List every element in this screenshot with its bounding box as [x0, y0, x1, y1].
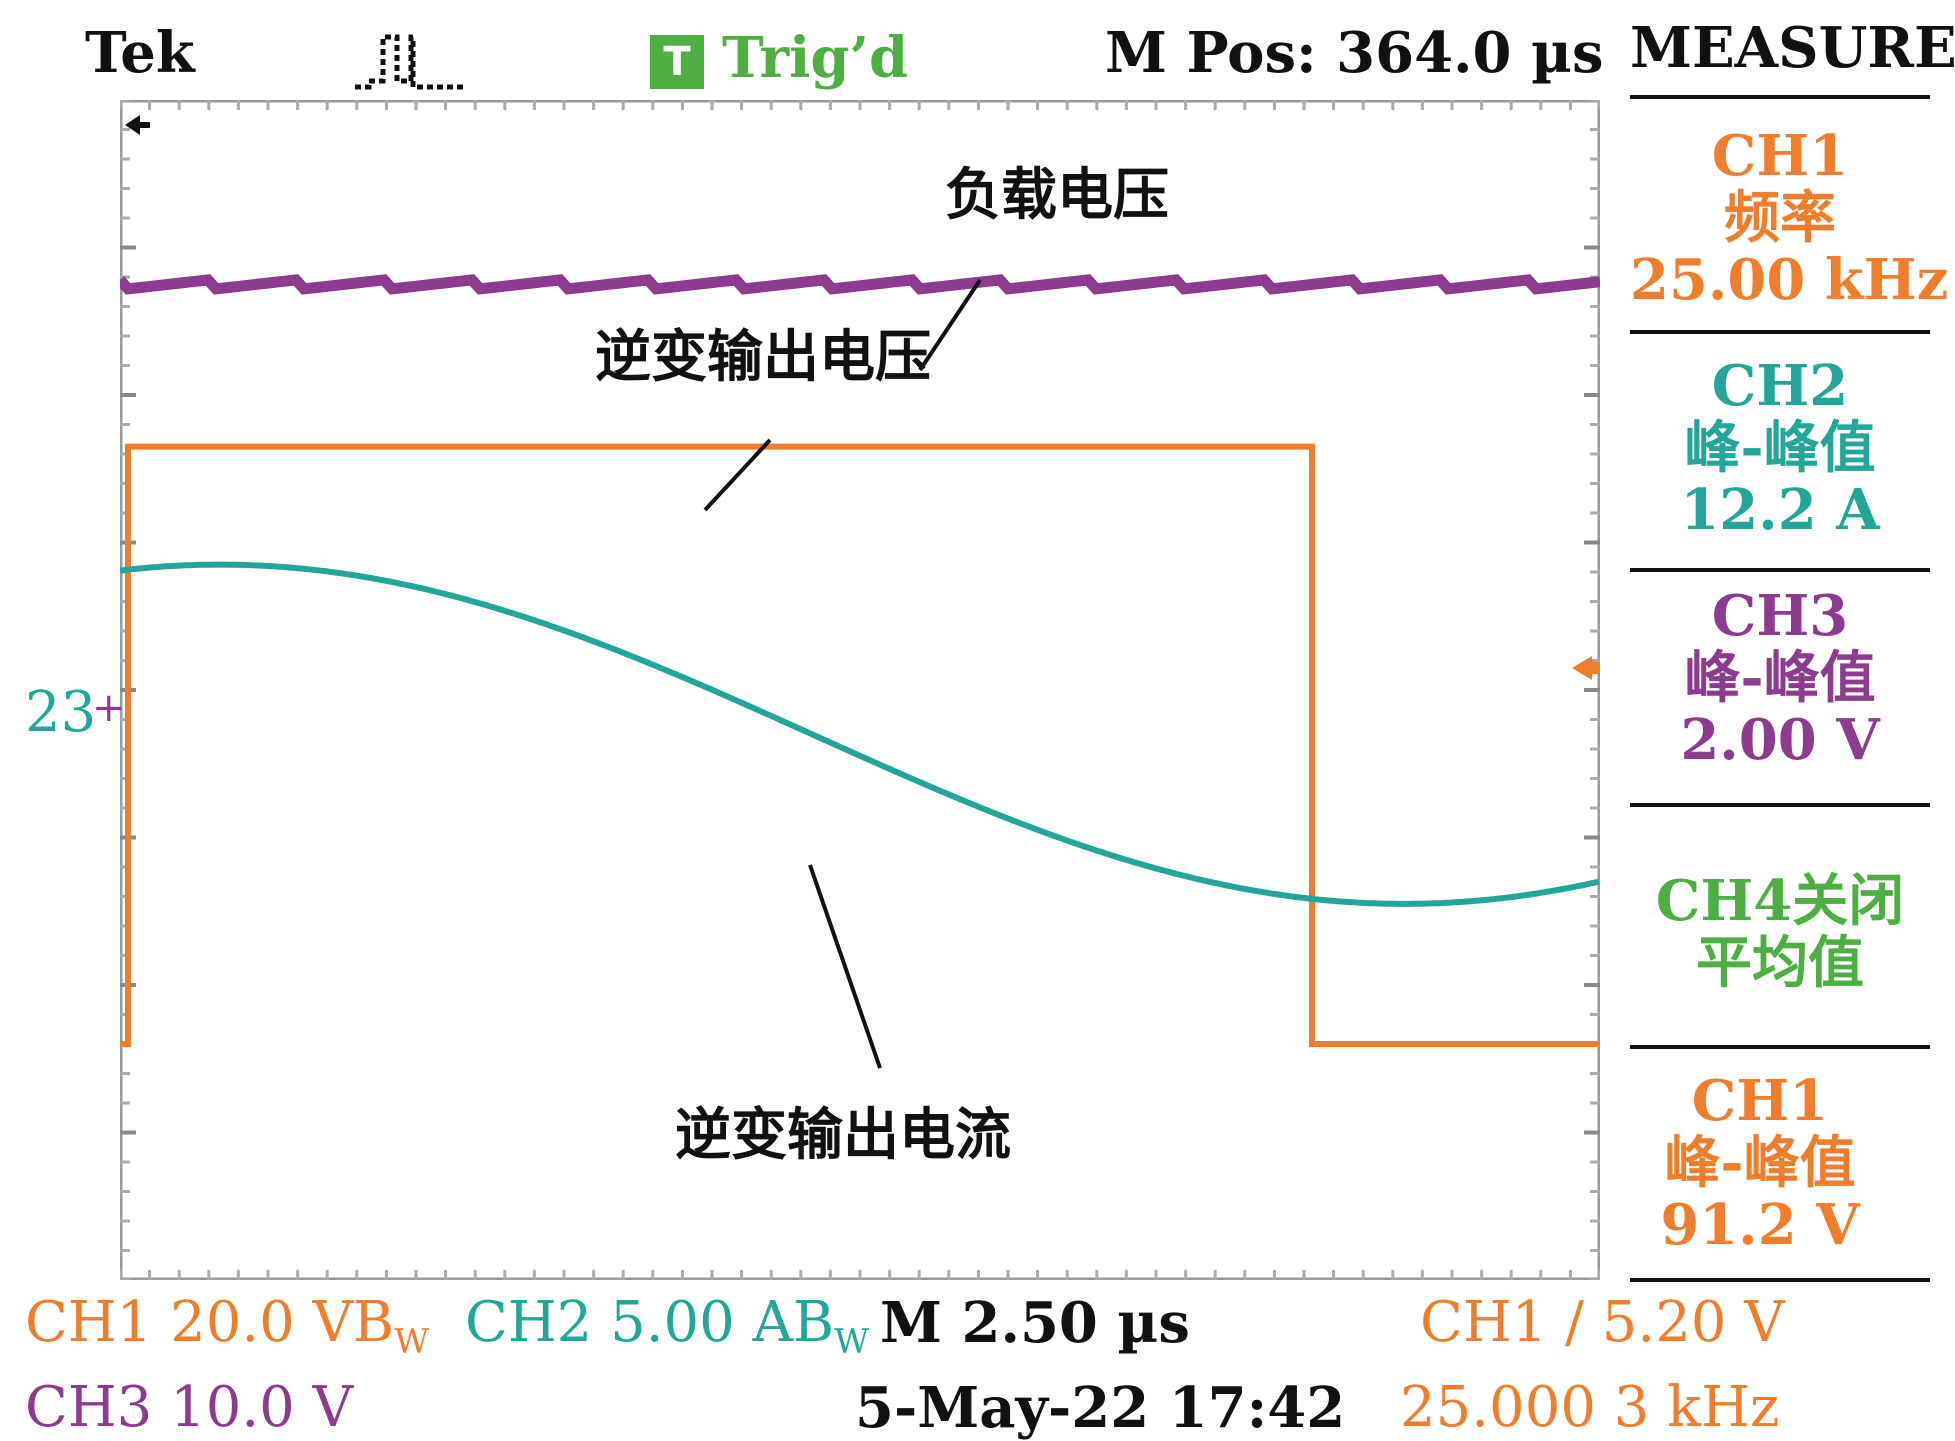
measure-title: MEASURE [1630, 15, 1955, 81]
measure-value: 25.00 kHz [1630, 247, 1949, 313]
callout-line-current [808, 864, 882, 1069]
measure-item-4[interactable]: CH4关闭 平均值 [1630, 870, 1930, 994]
measure-type: 平均值 [1696, 930, 1864, 996]
trigger-level-arrow [1572, 656, 1600, 680]
measure-channel: CH2 [1711, 353, 1849, 419]
callout-line-load [918, 278, 982, 372]
measure-type: 峰-峰值 [1684, 645, 1876, 711]
measure-channel: CH1 [1711, 123, 1849, 189]
ch1-scale[interactable]: CH1 20.0 VBW [25, 1290, 430, 1363]
brand-label: Tek [85, 20, 195, 86]
measure-item-3[interactable]: CH3 峰-峰值 2.00 V [1630, 585, 1930, 771]
measure-value: 12.2 A [1680, 477, 1880, 543]
measure-value: 2.00 V [1680, 707, 1880, 773]
measure-channel: CH4关闭 [1655, 868, 1905, 934]
measure-channel: CH3 [1711, 583, 1849, 649]
measure-type: 峰-峰值 [1684, 415, 1876, 481]
measure-item-1[interactable]: CH1 频率 25.00 kHz [1630, 123, 1949, 313]
datetime: 5-May-22 17:42 [855, 1375, 1346, 1441]
measure-divider [1630, 803, 1930, 807]
ch3-scale[interactable]: CH3 10.0 V [25, 1375, 354, 1440]
measure-divider [1630, 95, 1930, 99]
trigger-badge: T [650, 35, 704, 90]
timebase[interactable]: M 2.50 µs [880, 1290, 1190, 1356]
measure-divider [1630, 330, 1930, 334]
ch2-scale[interactable]: CH2 5.00 ABW [465, 1290, 870, 1363]
measure-type: 峰-峰值 [1664, 1130, 1856, 1196]
callout-line-voltage [703, 438, 772, 512]
measure-item-5[interactable]: CH1 峰-峰值 91.2 V [1610, 1070, 1910, 1256]
measure-divider [1630, 1278, 1930, 1282]
trace-ch2 [120, 561, 1600, 907]
measure-type: 频率 [1724, 185, 1836, 251]
pulse-icon [355, 25, 465, 99]
measure-channel: CH1 [1691, 1068, 1829, 1134]
ch3-ground-marker: + [92, 685, 126, 731]
trace-ch1 [120, 443, 1600, 1047]
measure-item-2[interactable]: CH2 峰-峰值 12.2 A [1630, 355, 1930, 541]
ground-ref-marker [125, 115, 150, 135]
trigger-frequency: 25.000 3 kHz [1400, 1375, 1780, 1440]
callout-inverter-current: 逆变输出电流 [675, 1103, 1011, 1168]
measure-value: 91.2 V [1660, 1192, 1860, 1258]
trigger-status: T Trig’d [650, 25, 908, 91]
measure-divider [1630, 1045, 1930, 1049]
callout-load-voltage: 负载电压 [945, 163, 1169, 228]
measure-divider [1630, 568, 1930, 572]
trace-ch3 [120, 274, 1600, 295]
trigger-status-label: Trig’d [722, 25, 909, 91]
ref-label: 23 [25, 680, 97, 745]
callout-inverter-voltage: 逆变输出电压 [595, 325, 931, 390]
m-pos-readout: M Pos: 364.0 µs [1105, 20, 1604, 86]
trigger-level[interactable]: CH1 ∕ 5.20 V [1420, 1290, 1785, 1355]
waveform-screen [120, 100, 1600, 1280]
